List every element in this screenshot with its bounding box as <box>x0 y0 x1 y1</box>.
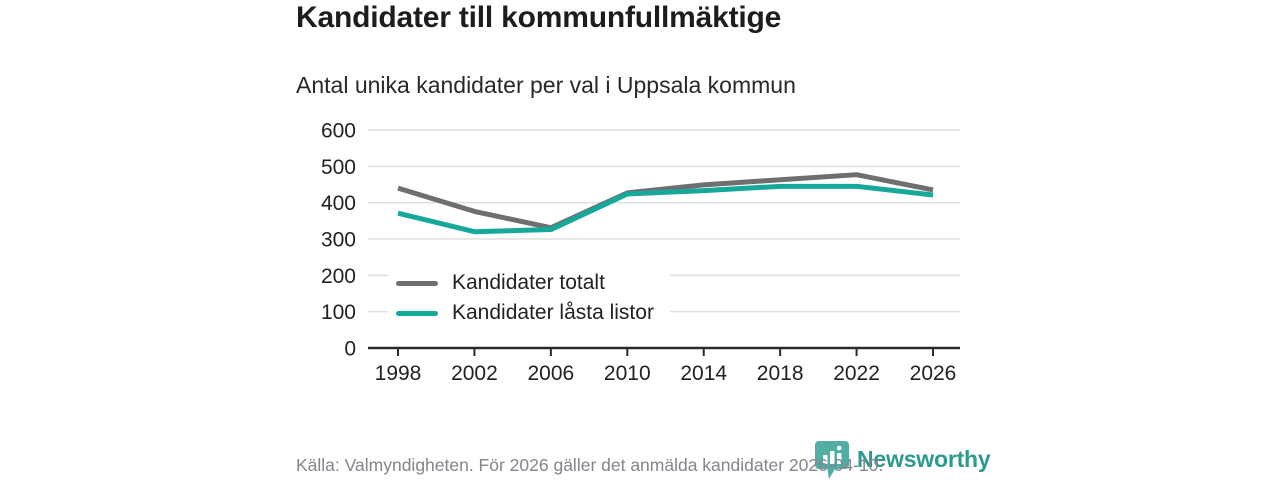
legend-item-locked-lists: Kandidater låsta listor <box>396 300 654 326</box>
svg-text:100: 100 <box>321 301 356 324</box>
svg-text:600: 600 <box>321 120 356 143</box>
svg-text:0: 0 <box>344 338 356 361</box>
axes <box>368 346 960 356</box>
svg-text:200: 200 <box>321 265 356 288</box>
svg-text:2010: 2010 <box>604 362 651 385</box>
legend-label-locked-lists: Kandidater låsta listor <box>452 301 654 324</box>
newsworthy-logo-text: Newsworthy <box>857 446 991 472</box>
svg-text:500: 500 <box>321 156 356 179</box>
legend-label-total: Kandidater totalt <box>452 271 605 294</box>
svg-text:2026: 2026 <box>910 362 957 385</box>
chart-subtitle: Antal unika kandidater per val i Uppsala… <box>296 72 796 98</box>
svg-text:2014: 2014 <box>680 362 727 385</box>
chart-legend: Kandidater totalt Kandidater låsta listo… <box>388 266 670 332</box>
chart-series-lines <box>397 172 934 235</box>
source-note: Källa: Valmyndigheten. För 2026 gäller d… <box>296 455 884 475</box>
svg-text:1998: 1998 <box>375 362 422 385</box>
chart-title: Kandidater till kommunfullmäktige <box>296 1 782 34</box>
svg-text:2018: 2018 <box>757 362 804 385</box>
newsworthy-logo-icon <box>815 441 849 479</box>
newsworthy-logo: Newsworthy <box>815 439 991 479</box>
legend-swatch-locked-lists <box>396 310 438 316</box>
legend-item-total: Kandidater totalt <box>396 270 654 296</box>
svg-text:2006: 2006 <box>527 362 574 385</box>
svg-text:2022: 2022 <box>833 362 880 385</box>
svg-text:2002: 2002 <box>451 362 498 385</box>
axis-tick-labels: 0 100 200 300 400 500 600 1998 2002 2006 2010 2014 2… <box>321 120 956 386</box>
svg-text:300: 300 <box>321 229 356 252</box>
legend-swatch-total <box>396 280 438 286</box>
svg-text:400: 400 <box>321 192 356 215</box>
